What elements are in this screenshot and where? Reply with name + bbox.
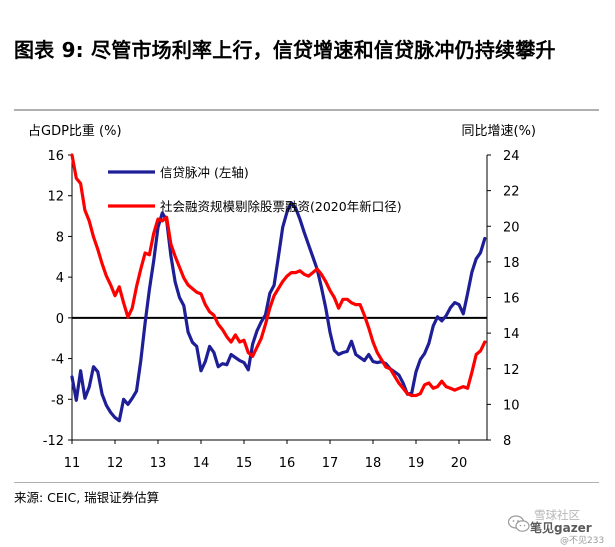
credit-impulse-line <box>70 201 487 423</box>
legend-credit-impulse-label: 信贷脉冲 (左轴) <box>160 165 249 180</box>
x-tick-label: 13 <box>150 456 167 471</box>
watermark: 雪球社区 笔见gazer @不见233 <box>504 505 612 546</box>
watermark-brand: 雪球社区 <box>534 508 580 522</box>
left-tick-label: 4 <box>56 271 64 286</box>
left-tick-label: 8 <box>56 230 64 245</box>
left-tick-label: -4 <box>51 353 64 368</box>
left-tick-label: -8 <box>51 393 64 408</box>
left-tick-label: 0 <box>56 312 64 327</box>
axes-layer: 占GDP比重 (%) 同比增速(%) 16 12 8 4 0 -4 -8 -12 24 22 20 18 1… <box>28 123 536 471</box>
right-axis-title: 同比增速(%) <box>462 124 537 139</box>
right-tick-label: 22 <box>503 185 520 200</box>
x-tick-label: 17 <box>322 456 339 471</box>
right-tick-label: 20 <box>503 220 520 235</box>
x-tick-label: 16 <box>279 456 296 471</box>
right-tick-label: 10 <box>503 398 520 413</box>
right-tick-label: 14 <box>503 327 520 342</box>
x-tick-label: 11 <box>64 456 81 471</box>
watermark-handle: @不见233 <box>560 536 605 546</box>
x-tick-label: 14 <box>193 456 210 471</box>
x-tick-label: 19 <box>408 456 425 471</box>
left-axis-title: 占GDP比重 (%) <box>28 123 122 139</box>
right-tick-label: 8 <box>503 434 511 449</box>
legend: 信贷脉冲 (左轴) 社会融资规模剔除股票融资(2020年新口径) <box>108 165 402 214</box>
left-tick-label: -12 <box>43 434 64 449</box>
left-tick-label: 12 <box>47 190 64 205</box>
x-tick-label: 18 <box>365 456 382 471</box>
right-tick-label: 12 <box>503 363 520 378</box>
left-tick-label: 16 <box>47 149 64 164</box>
source-divider <box>14 482 599 483</box>
x-tick-label: 15 <box>236 456 253 471</box>
right-tick-label: 16 <box>503 292 520 307</box>
right-tick-label: 18 <box>503 256 520 271</box>
tsf-growth-line <box>70 153 487 398</box>
source-note: 来源: CEIC, 瑞银证券估算 <box>14 490 160 505</box>
legend-tsf-growth: 社会融资规模剔除股票融资(2020年新口径) <box>108 199 402 214</box>
right-tick-label: 24 <box>503 149 520 164</box>
title-divider <box>14 109 599 111</box>
x-tick-label: 20 <box>451 456 468 471</box>
series-layer <box>70 153 487 423</box>
chart-title: 图表 9: 尽管市场利率上行，信贷增速和信贷脉冲仍持续攀升 <box>14 38 556 62</box>
wechat-icon <box>508 515 530 532</box>
legend-credit-impulse: 信贷脉冲 (左轴) <box>108 165 249 180</box>
watermark-name: 笔见gazer <box>530 521 592 535</box>
x-tick-label: 12 <box>107 456 124 471</box>
legend-tsf-growth-label: 社会融资规模剔除股票融资(2020年新口径) <box>160 199 402 214</box>
